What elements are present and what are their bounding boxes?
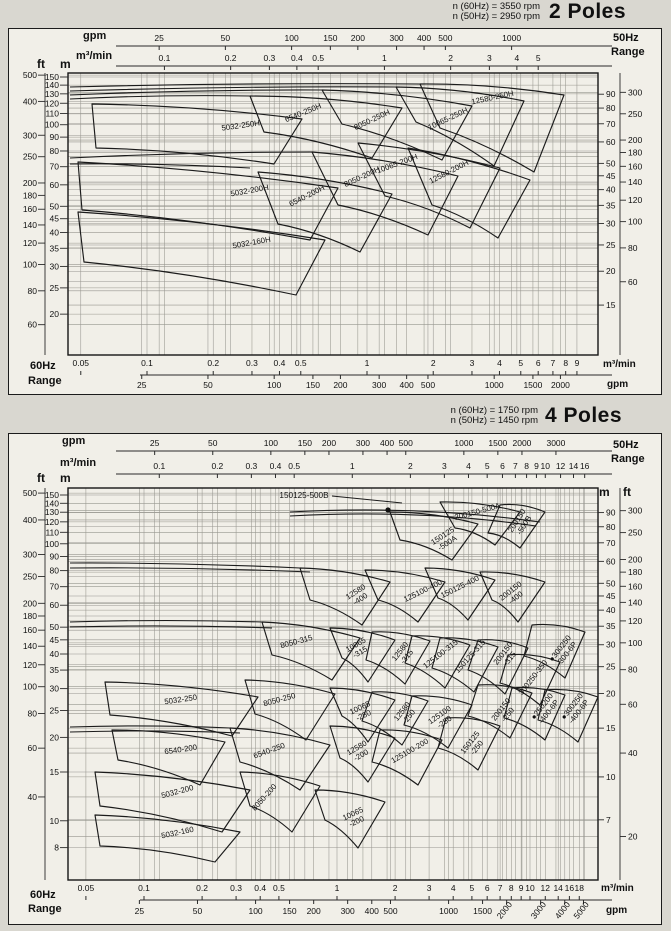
chart1-50hz-range-label: Range — [611, 46, 645, 58]
chart1-top-gpm-unit: gpm — [83, 30, 107, 42]
chart2-rpm-line-60hz: n (60Hz) = 1750 rpm — [450, 405, 538, 416]
chart2-left-ft-unit: ft — [37, 471, 45, 485]
chart2-rpm-line-50hz: n (50Hz) = 1450 rpm — [450, 415, 538, 426]
chart2-right-ft-unit: ft — [623, 485, 631, 499]
chart2-60hz-range-label: Range — [28, 903, 62, 915]
chart1-left-ft-unit: ft — [37, 57, 45, 71]
chart2-poles-title: 4 Poles — [545, 404, 623, 427]
chart2-50hz-label: 50Hz — [613, 439, 639, 451]
chart2-left-m-unit: m — [60, 471, 71, 485]
chart1-60hz-range-label: Range — [28, 375, 62, 387]
chart2-50hz-range-label: Range — [611, 453, 645, 465]
chart2-top-m3min-unit: m³/min — [60, 457, 97, 469]
chart2-right-m-unit: m — [599, 485, 610, 499]
chart1-bottom-m3min-unit: m³/min — [603, 359, 636, 370]
chart-panel-2-poles — [8, 28, 662, 395]
chart1-60hz-label: 60Hz — [30, 360, 56, 372]
chart1-left-m-unit: m — [60, 57, 71, 71]
chart1-poles-title: 2 Poles — [549, 0, 627, 23]
chart1-50hz-label: 50Hz — [613, 32, 639, 44]
chart2-bottom-m3min-unit: m³/min — [601, 883, 634, 894]
chart2-60hz-label: 60Hz — [30, 889, 56, 901]
chart-panel-4-poles — [8, 433, 662, 925]
chart1-bottom-gpm-unit: gpm — [607, 379, 629, 390]
chart1-rpm-line-60hz: n (60Hz) = 3550 rpm — [452, 1, 540, 12]
chart1-top-m3min-unit: m³/min — [76, 50, 113, 62]
chart2-bottom-gpm-unit: gpm — [606, 905, 628, 916]
chart2-top-gpm-unit: gpm — [62, 435, 86, 447]
chart1-rpm-line-50hz: n (50Hz) = 2950 rpm — [452, 11, 540, 22]
